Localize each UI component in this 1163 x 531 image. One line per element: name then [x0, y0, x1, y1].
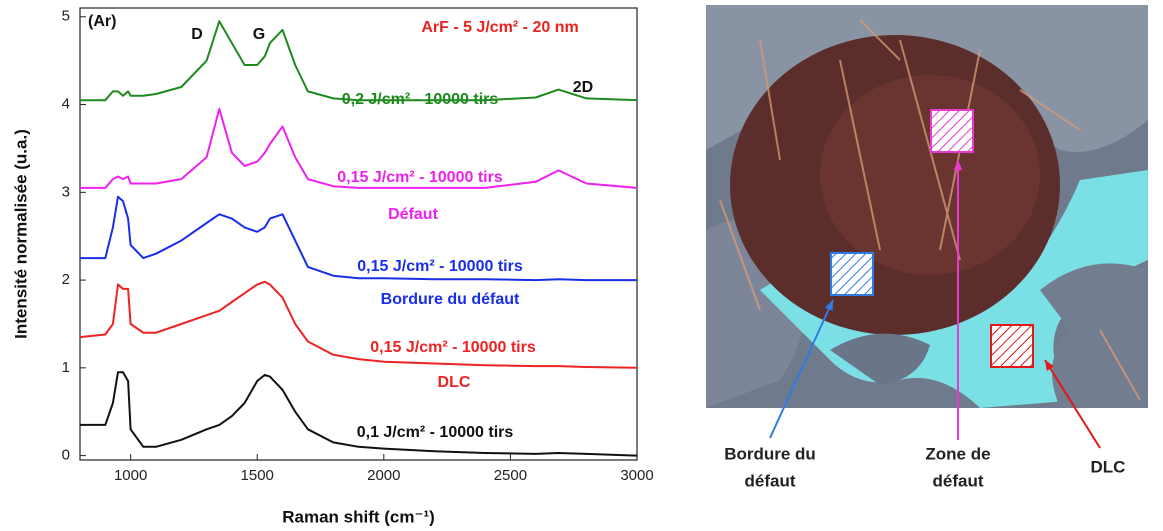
- image-label: Bordure du: [724, 444, 816, 463]
- series-label: 0,15 J/cm² - 10000 tirs: [357, 258, 523, 275]
- series-line: [80, 20, 638, 102]
- y-tick-label: 5: [62, 8, 70, 25]
- y-tick-label: 2: [62, 271, 70, 288]
- series-line: [80, 107, 638, 189]
- x-tick-label: 3000: [620, 467, 653, 484]
- raman-chart: 1000 1500 2000 2500 3000 0 1 2 3 4 5 Raman shift (c…: [11, 7, 654, 526]
- series-label: 0,1 J/cm² - 10000 tirs: [357, 424, 514, 441]
- annotation: DLC: [438, 374, 471, 391]
- annotation: D: [191, 26, 203, 43]
- image-label: défaut: [933, 471, 984, 490]
- arrow-head: [953, 160, 963, 171]
- annotation: Défaut: [388, 206, 438, 223]
- y-axis-label: Intensité normalisée (u.a.): [11, 129, 30, 339]
- series-line: [80, 195, 637, 282]
- y-tick-label: 1: [62, 359, 70, 376]
- series-label: 0,15 J/cm² - 10000 tirs: [337, 169, 503, 186]
- y-tick-label: 3: [62, 183, 70, 200]
- x-axis-label: Raman shift (cm⁻¹): [282, 507, 435, 526]
- series-label: 0,2 J/cm² - 10000 tirs: [342, 91, 499, 108]
- annotation: (Ar): [88, 13, 116, 30]
- x-tick-label: 2500: [494, 467, 527, 484]
- micrograph-image: [706, 5, 1148, 408]
- image-label: DLC: [1091, 457, 1126, 476]
- series-label: 0,15 J/cm² - 10000 tirs: [370, 339, 536, 356]
- plot-frame: [79, 7, 638, 461]
- arrow-line: [1044, 359, 1101, 449]
- y-tick-label: 4: [62, 96, 70, 113]
- arrow-head: [824, 300, 833, 311]
- image-label: défaut: [745, 471, 796, 490]
- annotation: Bordure du défaut: [381, 291, 520, 308]
- series-line: [79, 280, 638, 369]
- image-label: Zone de: [925, 444, 990, 463]
- arrow-line: [769, 299, 834, 439]
- annotation: G: [253, 26, 265, 43]
- chart-title: ArF - 5 J/cm² - 20 nm: [421, 19, 578, 36]
- x-tick-label: 1000: [114, 467, 147, 484]
- micrograph: Bordure du défaut Zone de défaut DLC: [706, 5, 1148, 490]
- x-tick-label: 1500: [241, 467, 274, 484]
- y-tick-label: 0: [62, 447, 70, 464]
- x-tick-label: 2000: [367, 467, 400, 484]
- series-line: [80, 371, 638, 457]
- annotation: 2D: [573, 79, 593, 96]
- arrow-head: [1045, 360, 1055, 371]
